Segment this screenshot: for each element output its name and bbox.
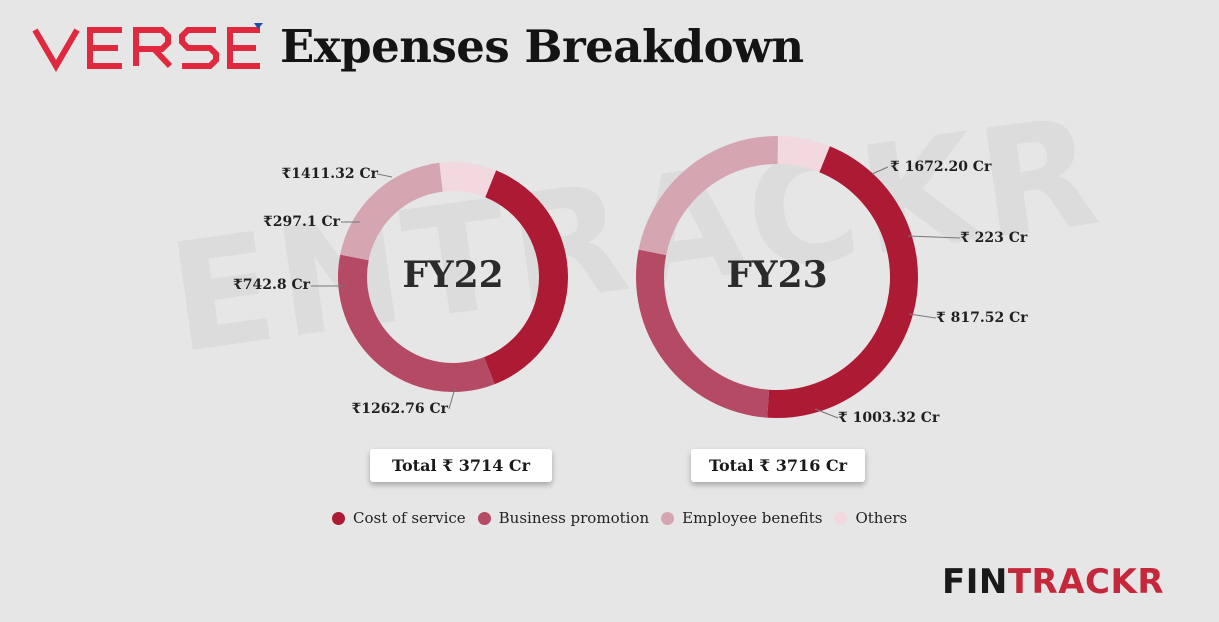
brand-part-2: TRACKR — [1007, 562, 1165, 602]
value-label-fy22-cost-of-service: ₹1411.32 Cr — [282, 166, 379, 182]
legend-dot-icon — [332, 511, 345, 525]
value-label-fy22-others: ₹297.1 Cr — [263, 214, 341, 230]
legend-label: Business promotion — [498, 509, 650, 527]
slice-fy23-cost-of-service — [767, 146, 918, 418]
leader-line-fy23-cost-of-service — [871, 166, 889, 175]
value-label-fy22-employee-benefits: ₹742.8 Cr — [233, 277, 311, 293]
center-label-fy23: FY23 — [726, 254, 827, 296]
leader-line-fy23-business-promotion — [814, 408, 839, 419]
center-label-fy22: FY22 — [402, 254, 503, 296]
value-label-fy23-employee-benefits: ₹ 817.52 Cr — [936, 310, 1028, 326]
total-fy23: Total ₹ 3716 Cr — [691, 449, 865, 482]
legend-label: Cost of service — [353, 509, 466, 527]
value-label-fy23-cost-of-service: ₹ 1672.20 Cr — [890, 159, 992, 175]
legend-label: Others — [855, 509, 908, 527]
total-fy22: Total ₹ 3714 Cr — [370, 449, 552, 482]
slice-fy22-others — [439, 162, 497, 198]
value-label-fy22-business-promotion: ₹1262.76 Cr — [352, 401, 449, 417]
leader-line-fy23-employee-benefits — [908, 313, 937, 319]
leader-line-fy22-business-promotion — [448, 387, 456, 410]
slice-fy22-business-promotion — [338, 254, 495, 392]
leader-line-fy22-cost-of-service — [376, 173, 393, 178]
value-label-fy23-others: ₹ 223 Cr — [960, 230, 1028, 246]
legend-dot-icon — [834, 511, 848, 525]
fintrackr-brand: FINTRACKR — [942, 565, 1164, 599]
slice-fy23-employee-benefits — [638, 136, 778, 256]
legend-dot-icon — [661, 511, 675, 525]
slice-fy23-business-promotion — [635, 249, 770, 418]
legend: Cost of service Business promotion Emplo… — [332, 509, 919, 527]
legend-label: Employee benefits — [682, 509, 823, 527]
legend-dot-icon — [477, 511, 491, 525]
slice-fy22-employee-benefits — [340, 162, 443, 261]
leader-line-fy23-others — [907, 235, 961, 239]
legend-item-business-promotion: Business promotion — [477, 509, 650, 527]
page-title: Expenses Breakdown — [280, 20, 804, 73]
brand-part-1: FIN — [942, 562, 1008, 602]
legend-item-employee-benefits: Employee benefits — [661, 509, 822, 527]
slice-fy22-cost-of-service — [484, 170, 568, 385]
verse-logo — [32, 23, 263, 72]
legend-item-others: Others — [834, 509, 907, 527]
legend-item-cost-of-service: Cost of service — [332, 509, 466, 527]
slice-fy23-others — [777, 136, 830, 173]
value-label-fy23-business-promotion: ₹ 1003.32 Cr — [838, 410, 940, 426]
